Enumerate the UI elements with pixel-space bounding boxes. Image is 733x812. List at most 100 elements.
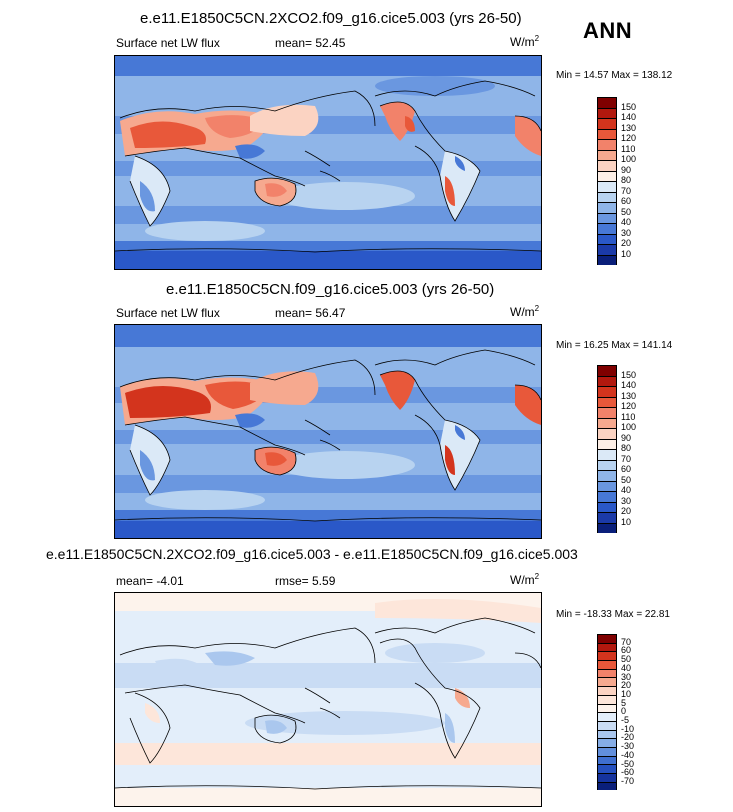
colorbar-swatch [597,677,617,687]
panel3-colorbar: 70 60 50 40 30 20 10 5 0 -5 -10 -20 -30 -40 -50 -60 -70 [597,634,634,791]
colorbar-swatch [597,512,617,523]
colorbar-swatch [597,407,617,418]
panel3-unit: W/m2 [510,572,540,587]
colorbar-swatch [597,651,617,661]
colorbar-swatch [597,428,617,439]
colorbar-tick-label: 70 [621,636,632,647]
colorbar-tick-label: 130 [621,122,637,133]
colorbar-tick-label: 10 [621,516,632,527]
panel1-unit: W/m2 [510,34,540,49]
colorbar-swatch [597,459,617,470]
colorbar-swatch [597,501,617,512]
colorbar-swatch [597,686,617,695]
colorbar-swatch [597,773,617,782]
colorbar-swatch [597,746,617,756]
colorbar-tick-label: 70 [621,453,632,464]
colorbar-swatch [597,438,617,449]
season-label: ANN [583,18,633,43]
colorbar-swatch [597,720,617,730]
panel1-minmax: Min = 14.57 Max = 138.12 [556,70,673,81]
panel1-map [114,55,542,270]
panel3-title: e.e11.E1850C5CN.2XCO2.f09_g16.cice5.003 … [46,546,578,562]
colorbar-tick-label: 90 [621,164,632,175]
colorbar-swatch [597,634,617,643]
panel1-mean-label: mean= 52.45 [275,36,346,50]
colorbar-swatch [597,522,617,533]
colorbar-swatch [597,375,617,386]
panel3-map [114,592,542,807]
colorbar-swatch [597,160,617,171]
colorbar-tick-label: 80 [621,443,632,453]
colorbar-swatch [597,417,617,428]
colorbar-tick-label: 10 [621,688,632,699]
colorbar-swatch [597,694,617,704]
panel3-rmse-label: rmse= 5.59 [275,574,336,588]
colorbar-tick-label: 40 [621,662,632,673]
colorbar-tick-label: 130 [621,390,637,401]
colorbar-tick-label: 10 [621,248,632,259]
colorbar-swatch [597,738,617,747]
colorbar-tick-label: -10 [621,723,635,734]
colorbar-swatch [597,642,617,652]
colorbar-swatch [597,181,617,192]
panel2-colorbar: 150 140 130 120 110 100 90 80 70 60 50 40 30 20 10 [597,365,636,533]
colorbar-swatch [597,480,617,491]
colorbar-tick-label: 80 [621,175,632,185]
colorbar-tick-label: 150 [621,369,637,380]
colorbar-swatch [597,107,617,118]
colorbar-swatch [597,729,617,739]
colorbar-swatch [597,755,617,765]
colorbar-tick-label: -20 [621,732,635,743]
colorbar-tick-label: 140 [621,112,637,122]
colorbar-swatch [597,139,617,150]
colorbar-tick-label: 5 [621,697,627,708]
colorbar-swatch [597,703,617,713]
colorbar-tick-label: -40 [621,749,635,760]
colorbar-tick-label: 60 [621,645,632,656]
colorbar-swatch [597,244,617,255]
colorbar-swatch [597,170,617,181]
colorbar-tick-label: 20 [621,506,632,516]
colorbar-swatch [597,396,617,407]
colorbar-tick-label: 30 [621,671,632,682]
colorbar-tick-label: 60 [621,196,632,206]
colorbar-tick-label: 0 [621,706,627,717]
colorbar-tick-label: 100 [621,422,637,432]
colorbar-swatch [597,212,617,223]
panel3-minmax: Min = -18.33 Max = 22.81 [556,609,670,620]
colorbar-tick-label: 60 [621,464,632,474]
colorbar-swatch [597,223,617,234]
colorbar-tick-label: 50 [621,474,632,485]
colorbar-tick-label: 90 [621,432,632,443]
colorbar-tick-label: -70 [621,775,635,786]
colorbar-swatch [597,365,617,376]
colorbar-tick-label: 110 [621,411,636,422]
colorbar-swatch [597,449,617,460]
colorbar-swatch [597,97,617,108]
colorbar-swatch [597,660,617,669]
panel1-title: e.e11.E1850C5CN.2XCO2.f09_g16.cice5.003 … [140,10,522,27]
colorbar-tick-label: -50 [621,758,635,769]
colorbar-swatch [597,233,617,244]
colorbar-tick-label: 110 [621,143,636,154]
colorbar-swatch [597,202,617,213]
colorbar-tick-label: 40 [621,217,632,227]
colorbar-swatch [597,491,617,502]
panel1-variable-label: Surface net LW flux [116,36,220,50]
panel3-mean-label: mean= -4.01 [116,574,184,588]
colorbar-tick-label: 20 [621,680,632,691]
colorbar-swatch [597,470,617,481]
panel2-title: e.e11.E1850C5CN.f09_g16.cice5.003 (yrs 2… [166,281,495,298]
colorbar-tick-label: 120 [621,133,637,143]
colorbar-tick-label: 70 [621,185,632,196]
colorbar-swatch [597,668,617,678]
colorbar-swatch [597,128,617,139]
colorbar-swatch [597,118,617,129]
panel2-minmax: Min = 16.25 Max = 141.14 [556,340,673,351]
colorbar-tick-label: 30 [621,227,632,238]
panel2-mean-label: mean= 56.47 [275,306,346,320]
colorbar-tick-label: -5 [621,715,630,725]
colorbar-tick-label: 40 [621,485,632,495]
colorbar-tick-label: 140 [621,380,637,390]
colorbar-swatch [597,254,617,265]
